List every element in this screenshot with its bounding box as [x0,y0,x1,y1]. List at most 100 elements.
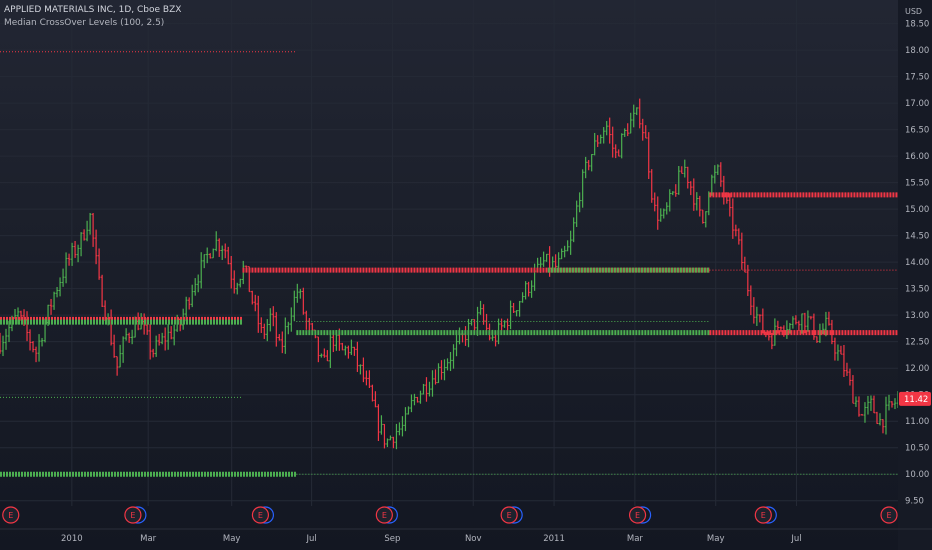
ohlc-bar [353,346,356,356]
median-levels [0,51,898,477]
ohlc-bar [644,125,648,139]
symbol-title[interactable]: APPLIED MATERIALS INC, 1D, Cboe BZX [4,5,182,15]
ohlc-bar [166,323,170,350]
ohlc-bar [199,252,203,289]
ohlc-bar [527,281,530,297]
time-tick-label: Nov [465,534,482,544]
price-tick-label: 13.50 [905,285,929,295]
ohlc-bar [362,357,365,383]
earnings-marker-circle [754,506,772,524]
ohlc-bar [755,306,759,326]
earnings-marker-circle [628,506,647,524]
ohlc-bar [590,154,593,172]
price-tick-label: 12.50 [905,338,929,348]
ohlc-bar [713,165,717,184]
ohlc-bar [55,287,59,298]
ohlc-bar [410,394,413,413]
ohlc-bar [692,178,696,211]
price-tick-label: 10.50 [905,444,929,454]
ohlc-bar [788,322,792,334]
ohlc-bar [683,159,687,178]
ohlc-bar [290,307,293,332]
earnings-marker-circle [251,506,270,524]
time-tick-label: May [223,534,241,544]
ohlc-bar [572,217,575,243]
ohlc-bar [869,395,873,411]
ohlc-bar [776,320,780,334]
ohlc-bar [701,209,705,224]
price-tick-label: 17.50 [905,73,929,83]
ohlc-bar [629,112,633,134]
price-tick-label: 18.00 [905,46,929,56]
ohlc-bar [566,240,569,252]
ohlc-bar [866,395,870,415]
earnings-marker[interactable]: E [251,506,275,524]
ohlc-bar [839,345,843,355]
ohlc-bar [416,396,419,403]
ohlc-bar [253,294,257,312]
ohlc-bar [220,245,224,260]
ohlc-bar [302,287,305,315]
ohlc-bar [278,334,281,341]
time-axis: 2010 Mar May Jul Sep Nov 2011 Mar May Jul [0,528,932,544]
ohlc-bar [386,438,389,448]
ohlc-bar [860,413,864,416]
ohlc-bar [58,277,62,297]
ohlc-bar [686,166,690,189]
ohlc-bar [704,211,708,228]
earnings-marker-label: E [635,511,640,520]
time-tick-label: Mar [140,534,157,544]
ohlc-bar [500,318,503,332]
ohlc-bar [779,326,783,332]
ohlc-bar [419,390,422,404]
earnings-marker[interactable]: E [375,506,398,524]
earnings-marker[interactable]: E [2,506,20,524]
ohlc-bar [422,383,425,395]
ohlc-bar [773,318,777,346]
ohlc-bar [722,175,726,205]
ohlc-bar [875,411,879,425]
indicator-legend[interactable]: Median CrossOver Levels (100, 2.5) [4,18,165,28]
ohlc-bar [332,334,335,353]
ohlc-bar [157,333,161,346]
ohlc-bar [635,107,639,116]
ohlc-bar [584,156,587,179]
price-tick-label: 16.50 [905,126,929,136]
time-tick-label: 2011 [543,534,565,544]
price-axis-bg [898,0,932,550]
ohlc-bar [662,208,666,219]
ohlc-bar [506,318,509,332]
price-axis: USD 18.50 18.00 17.50 17.00 16.50 16.00 15.50 15… [898,0,932,550]
ohlc-bar [614,144,617,159]
ohlc-bar [64,252,68,284]
ohlc-bar [608,117,611,144]
ohlc-bar [100,274,104,307]
price-tick-label: 15.00 [905,205,929,215]
ohlc-bar [560,248,563,260]
ohlc-bar [605,120,608,136]
earnings-marker-label: E [886,511,891,520]
earnings-marker[interactable]: E [124,506,147,524]
ohlc-bar [317,336,320,363]
earnings-marker[interactable]: E [880,506,898,524]
ohlc-bar [284,317,287,354]
ohlc-bar [256,295,260,333]
ohlc-bar [611,126,614,158]
earnings-marker[interactable]: E [500,506,523,524]
earnings-marker-label: E [382,511,387,520]
earnings-marker[interactable]: E [754,506,777,524]
ohlc-bar [124,328,128,341]
ohlc-bar [836,344,840,361]
ohlc-bar [737,228,741,245]
ohlc-bar [193,278,197,296]
time-tick-label: 2010 [61,534,83,544]
earnings-marker[interactable]: E [628,506,652,524]
ohlc-bar [61,268,65,287]
ohlc-bar [578,192,581,213]
ohlc-bar [728,193,732,217]
earnings-marker-label: E [507,511,512,520]
last-price-tag: 11.42 [899,391,931,406]
earnings-marker-label: E [8,511,13,520]
time-tick-label: Sep [384,534,400,544]
